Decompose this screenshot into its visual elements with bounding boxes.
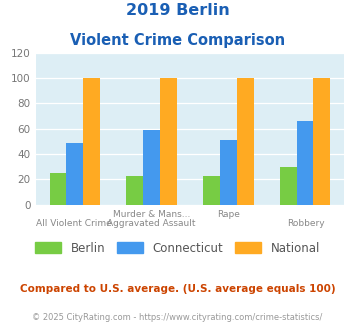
Text: © 2025 CityRating.com - https://www.cityrating.com/crime-statistics/: © 2025 CityRating.com - https://www.city… xyxy=(32,314,323,322)
Bar xyxy=(237,78,253,205)
Text: Aggravated Assault: Aggravated Assault xyxy=(107,219,196,228)
Text: Compared to U.S. average. (U.S. average equals 100): Compared to U.S. average. (U.S. average … xyxy=(20,284,335,294)
Bar xyxy=(83,78,100,205)
Bar xyxy=(313,78,330,205)
Text: Murder & Mans...: Murder & Mans... xyxy=(113,210,190,218)
Text: Rape: Rape xyxy=(217,210,240,218)
Bar xyxy=(126,176,143,205)
Text: 2019 Berlin: 2019 Berlin xyxy=(126,3,229,18)
Text: Robbery: Robbery xyxy=(287,219,324,228)
Text: All Violent Crime: All Violent Crime xyxy=(36,219,112,228)
Legend: Berlin, Connecticut, National: Berlin, Connecticut, National xyxy=(31,237,324,259)
Bar xyxy=(220,140,237,205)
Bar xyxy=(296,121,313,205)
Bar xyxy=(160,78,177,205)
Bar xyxy=(280,167,296,205)
Bar xyxy=(50,173,66,205)
Bar xyxy=(203,176,220,205)
Bar xyxy=(143,130,160,205)
Bar xyxy=(66,143,83,205)
Text: Violent Crime Comparison: Violent Crime Comparison xyxy=(70,33,285,48)
